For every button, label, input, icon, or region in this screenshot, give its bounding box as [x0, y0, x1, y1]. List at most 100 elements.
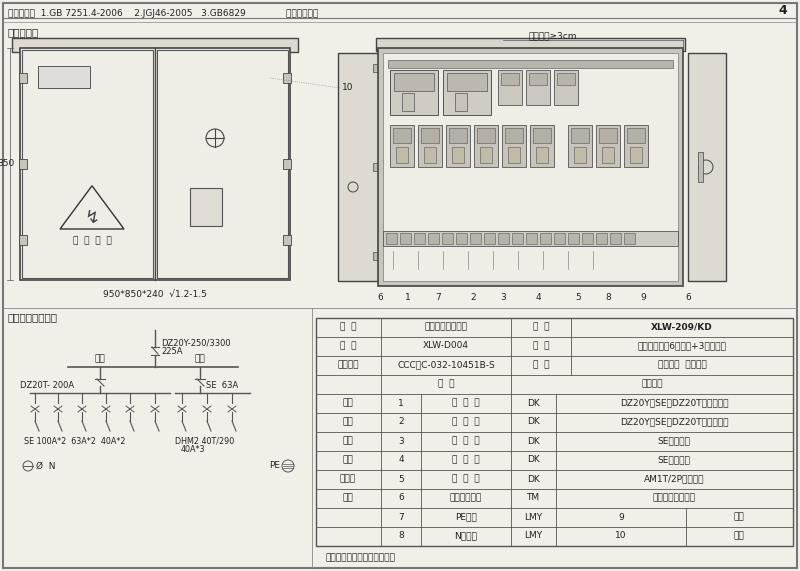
- Bar: [484, 233, 495, 244]
- Text: 壳体与门的软连接: 壳体与门的软连接: [653, 493, 695, 502]
- Text: 主要配件: 主要配件: [642, 380, 662, 388]
- Text: LMY: LMY: [524, 532, 542, 541]
- Bar: [530, 125, 554, 167]
- Text: DK: DK: [526, 417, 539, 427]
- Text: Ø  N: Ø N: [36, 461, 55, 471]
- Text: AM1T/2P透明系列: AM1T/2P透明系列: [644, 475, 704, 484]
- Bar: [383, 231, 678, 246]
- Text: 级分配电筱（6路动力+3路照明）: 级分配电筱（6路动力+3路照明）: [638, 341, 726, 351]
- Text: 制图: 制图: [342, 417, 354, 427]
- Text: 断  路  器: 断 路 器: [452, 436, 480, 445]
- Bar: [338, 53, 380, 281]
- Bar: [630, 147, 642, 163]
- Text: 5: 5: [398, 475, 404, 484]
- Text: DHM2 40T/290: DHM2 40T/290: [175, 436, 234, 445]
- Bar: [390, 125, 414, 167]
- Text: 标牌: 标牌: [734, 532, 744, 541]
- Text: 哈尔滨市龙瑞电气成套设备厂: 哈尔滨市龙瑞电气成套设备厂: [326, 553, 396, 562]
- Bar: [502, 125, 526, 167]
- Text: 施工现场  级分配电: 施工现场 级分配电: [658, 360, 706, 369]
- Bar: [470, 233, 481, 244]
- Text: 10: 10: [615, 532, 626, 541]
- Bar: [446, 125, 470, 167]
- Text: DK: DK: [526, 436, 539, 445]
- Text: 9: 9: [618, 513, 624, 521]
- Text: 日期: 日期: [342, 493, 354, 502]
- Bar: [698, 152, 703, 182]
- Text: 试验报告: 试验报告: [338, 360, 358, 369]
- Text: 执行标准：  1.GB 7251.4-2006    2.JGJ46-2005   3.GB6829              壳体颜色：黄: 执行标准： 1.GB 7251.4-2006 2.JGJ46-2005 3.GB…: [8, 9, 318, 18]
- Bar: [529, 73, 547, 85]
- Text: 规  格: 规 格: [533, 341, 550, 351]
- Text: 7: 7: [398, 513, 404, 521]
- Bar: [447, 73, 487, 91]
- Text: 审核: 审核: [342, 456, 354, 464]
- Text: TM: TM: [526, 493, 539, 502]
- Text: CCC：C-032-10451B-S: CCC：C-032-10451B-S: [397, 360, 495, 369]
- Bar: [554, 233, 565, 244]
- Bar: [554, 70, 578, 105]
- Text: 校核: 校核: [342, 436, 354, 445]
- Text: XLW-209/KD: XLW-209/KD: [651, 323, 713, 332]
- Text: 总装配图：: 总装配图：: [8, 27, 39, 37]
- Bar: [22, 50, 153, 278]
- Bar: [602, 147, 614, 163]
- Text: 断  路  器: 断 路 器: [452, 475, 480, 484]
- Bar: [498, 233, 509, 244]
- Text: DK: DK: [526, 399, 539, 408]
- Text: 950*850*240  √1.2-1.5: 950*850*240 √1.2-1.5: [103, 289, 207, 299]
- Bar: [568, 125, 592, 167]
- Text: SE  63A: SE 63A: [206, 380, 238, 389]
- Text: 8: 8: [398, 532, 404, 541]
- Text: 5: 5: [575, 293, 581, 303]
- Text: 线夹: 线夹: [734, 513, 744, 521]
- Bar: [480, 147, 492, 163]
- Bar: [283, 235, 291, 245]
- Text: PE: PE: [269, 461, 280, 471]
- Bar: [557, 73, 575, 85]
- Text: DK: DK: [526, 475, 539, 484]
- Bar: [373, 64, 381, 72]
- Bar: [452, 147, 464, 163]
- Bar: [624, 233, 635, 244]
- Bar: [38, 66, 90, 88]
- Text: 有  电  危  险: 有 电 危 险: [73, 236, 111, 246]
- Bar: [424, 147, 436, 163]
- Text: 设计: 设计: [342, 399, 354, 408]
- Bar: [400, 233, 411, 244]
- Bar: [394, 73, 434, 91]
- Text: 9: 9: [640, 293, 646, 303]
- Text: DZ20Y（SE、DZ20T）透明系列: DZ20Y（SE、DZ20T）透明系列: [620, 399, 728, 408]
- Bar: [376, 38, 685, 51]
- Text: 4: 4: [778, 3, 787, 17]
- Text: DZ20Y（SE、DZ20T）透明系列: DZ20Y（SE、DZ20T）透明系列: [620, 417, 728, 427]
- Text: 断  路  器: 断 路 器: [452, 399, 480, 408]
- Text: PE端子: PE端子: [455, 513, 477, 521]
- Bar: [428, 233, 439, 244]
- Text: 6: 6: [685, 293, 691, 303]
- Bar: [498, 70, 522, 105]
- Bar: [157, 50, 288, 278]
- Text: 4: 4: [535, 293, 541, 303]
- Bar: [540, 233, 551, 244]
- Text: 图  号: 图 号: [340, 341, 356, 351]
- Bar: [421, 128, 439, 143]
- Bar: [505, 128, 523, 143]
- Text: 10: 10: [342, 83, 354, 93]
- Bar: [283, 73, 291, 83]
- Bar: [477, 128, 495, 143]
- Text: 1: 1: [405, 293, 411, 303]
- Text: 2: 2: [398, 417, 404, 427]
- Text: LMY: LMY: [524, 513, 542, 521]
- Text: SE 100A*2  63A*2  40A*2: SE 100A*2 63A*2 40A*2: [24, 436, 126, 445]
- Text: SE透明系列: SE透明系列: [658, 436, 690, 445]
- Bar: [610, 233, 621, 244]
- Bar: [418, 125, 442, 167]
- Text: 6: 6: [377, 293, 383, 303]
- Bar: [474, 125, 498, 167]
- Text: 裸铜加锡套接: 裸铜加锡套接: [450, 493, 482, 502]
- Bar: [624, 125, 648, 167]
- Text: N线端子: N线端子: [454, 532, 478, 541]
- Bar: [443, 70, 491, 115]
- Text: 1: 1: [398, 399, 404, 408]
